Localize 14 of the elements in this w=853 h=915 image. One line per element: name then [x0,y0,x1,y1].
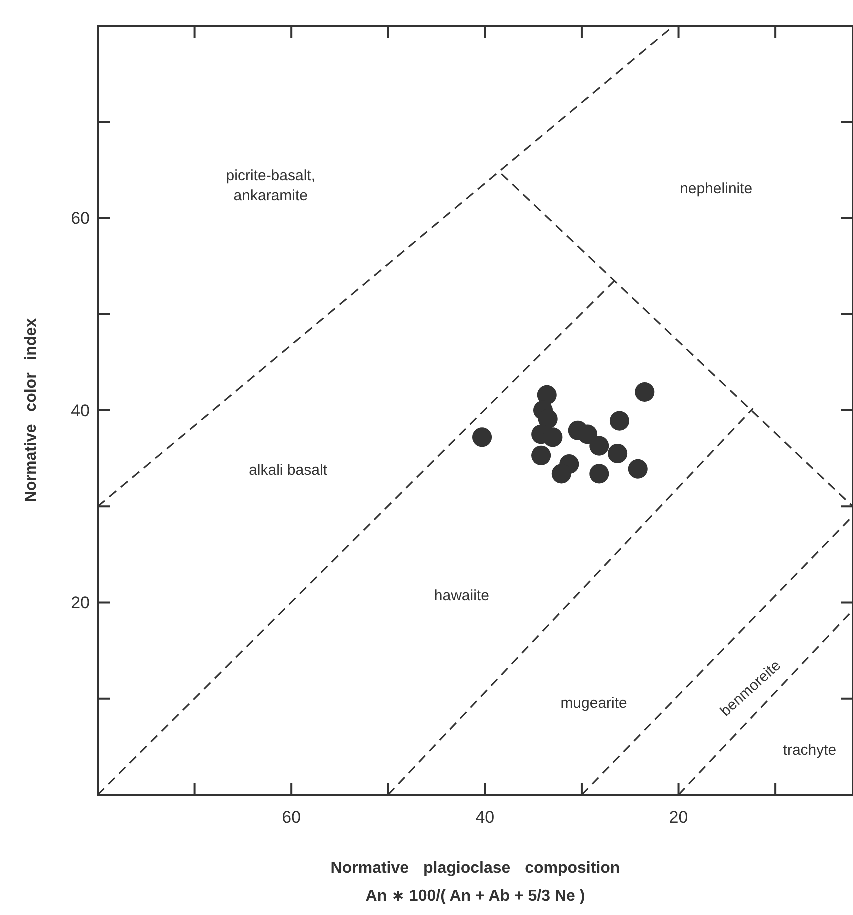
y-tick-label: 20 [71,594,90,613]
annotation: hawaiite [434,587,490,604]
x-axis-title: Normative plagioclase composition An ∗ 100/( An + Ab + 5/3 Ne ) [330,860,620,905]
annotation: mugearite [560,694,628,712]
x-tick-label: 20 [669,808,688,827]
annotation: nephelinite [680,180,753,198]
y-axis-title: Normative color index [23,318,40,503]
y-tick-label: 40 [71,401,90,420]
y-tick-label: 60 [71,209,90,228]
annotation: trachyte [783,742,837,759]
x-tick-label: 40 [476,808,495,827]
x-tick-label: 60 [282,808,302,827]
annotation: alkali basalt [249,462,328,479]
annotation: picrite-basalt, ankaramite [226,167,316,204]
